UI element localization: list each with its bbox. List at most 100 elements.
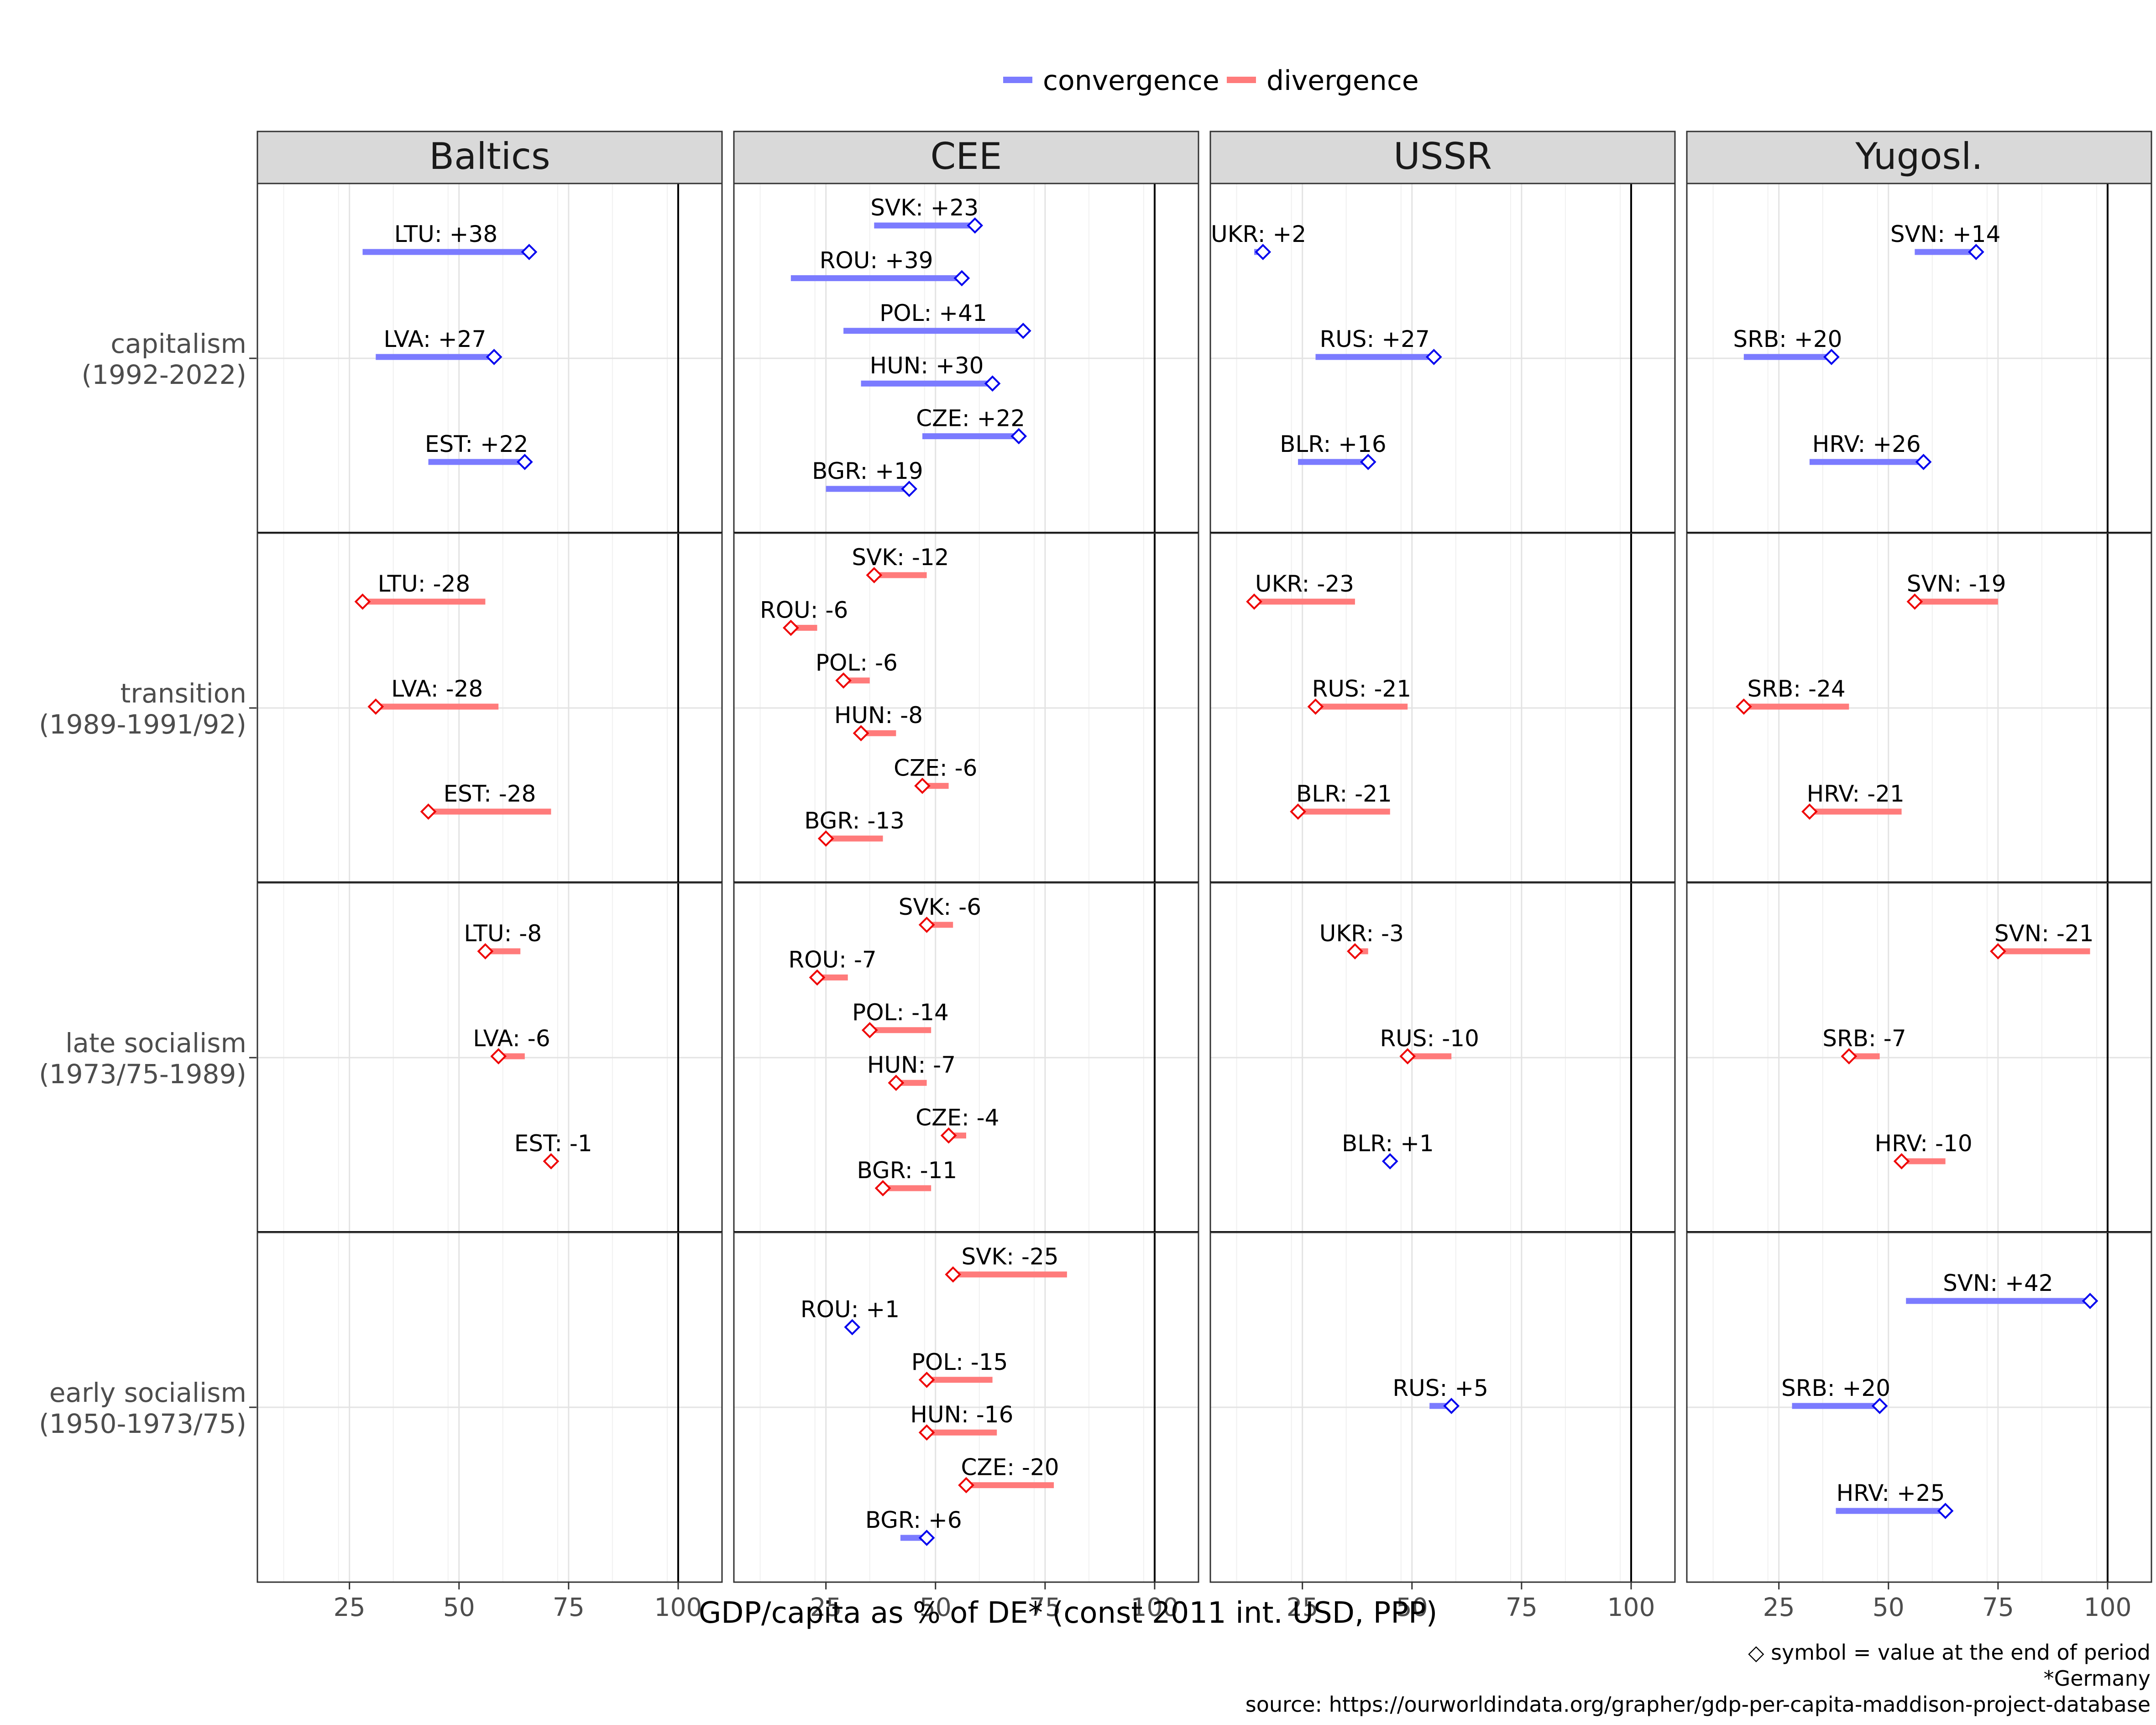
label-SVN: SVN: -21 bbox=[1994, 920, 2094, 947]
label-ROU: ROU: -7 bbox=[788, 946, 876, 973]
end-marker-LTU bbox=[477, 943, 494, 959]
x-tick-label: 50 bbox=[1873, 1593, 1905, 1622]
end-marker-LVA bbox=[490, 1048, 507, 1064]
label-SVN: SVN: -19 bbox=[1907, 571, 2006, 597]
label-RUS: RUS: +5 bbox=[1392, 1375, 1488, 1401]
end-marker-RUS bbox=[1425, 349, 1442, 365]
panel-border bbox=[733, 1232, 1199, 1583]
label-BGR: BGR: +6 bbox=[865, 1507, 962, 1533]
label-UKR: UKR: -3 bbox=[1319, 920, 1404, 947]
end-marker-LTU bbox=[354, 593, 371, 610]
label-POL: POL: -6 bbox=[816, 650, 898, 676]
x-tick-label: 50 bbox=[1396, 1593, 1428, 1622]
panel-early-CEE bbox=[733, 1232, 1199, 1583]
end-marker-SVK bbox=[945, 1266, 962, 1283]
facet-strip bbox=[1686, 131, 2152, 184]
x-tick-label: 100 bbox=[1607, 1593, 1655, 1622]
end-marker-HUN bbox=[984, 375, 1001, 392]
label-SVN: SVN: +14 bbox=[1890, 221, 2001, 247]
end-marker-ROU bbox=[809, 969, 826, 986]
panel-capitalism-USSR bbox=[1209, 183, 1676, 535]
x-tick-label: 75 bbox=[553, 1593, 585, 1622]
end-marker-EST bbox=[517, 454, 533, 470]
label-CZE: CZE: -20 bbox=[961, 1454, 1059, 1481]
row-label-capitalism-period: (1992-2022) bbox=[82, 359, 246, 390]
end-marker-UKR bbox=[1347, 943, 1363, 959]
end-marker-SRB bbox=[1841, 1048, 1858, 1064]
series-late-Baltics: LTU: -8 LVA: -6 EST: -1 bbox=[464, 920, 592, 1169]
x-tick-label: 100 bbox=[2083, 1593, 2131, 1622]
x-tick-label: 25 bbox=[810, 1593, 842, 1622]
label-LVA: LVA: -6 bbox=[473, 1025, 550, 1052]
end-marker-RUS bbox=[1443, 1398, 1460, 1414]
end-marker-SRB bbox=[1736, 698, 1752, 715]
label-LTU: LTU: -8 bbox=[464, 920, 542, 947]
legend: convergence divergence bbox=[1003, 65, 1419, 97]
row-label-late: late socialism bbox=[65, 1028, 246, 1059]
facet-strip-label: CEE bbox=[931, 135, 1002, 178]
end-marker-HRV bbox=[1937, 1503, 1954, 1519]
label-RUS: RUS: +27 bbox=[1319, 326, 1429, 352]
label-HUN: HUN: -16 bbox=[910, 1401, 1013, 1428]
label-ROU: ROU: -6 bbox=[760, 597, 848, 623]
label-BLR: BLR: +16 bbox=[1280, 431, 1387, 457]
end-marker-BGR bbox=[817, 830, 834, 847]
end-marker-POL bbox=[918, 1371, 935, 1388]
label-RUS: RUS: -21 bbox=[1312, 676, 1411, 702]
end-marker-SVN bbox=[1968, 244, 1984, 260]
series-early-USSR: RUS: +5 bbox=[1392, 1375, 1488, 1414]
x-tick-label: 25 bbox=[1287, 1593, 1319, 1622]
legend-label-convergence: convergence bbox=[1043, 65, 1219, 97]
caption-symbol-note: ◇ symbol = value at the end of period bbox=[1748, 1640, 2151, 1665]
series-transition-USSR: UKR: -23 RUS: -21 BLR: -21 bbox=[1246, 571, 1411, 820]
panel-late-Baltics bbox=[256, 882, 723, 1234]
end-marker-UKR bbox=[1255, 244, 1272, 260]
series-early-Yugosl.: SVN: +42 SRB: +20 HRV: +25 bbox=[1781, 1270, 2098, 1519]
end-marker-SRB bbox=[1871, 1398, 1888, 1414]
label-LTU: LTU: -28 bbox=[378, 571, 471, 597]
captions: ◇ symbol = value at the end of period *G… bbox=[1245, 1640, 2151, 1717]
end-marker-BGR bbox=[874, 1180, 891, 1196]
x-tick-label: 75 bbox=[1029, 1593, 1061, 1622]
x-axis-title: GDP/capita as % of DE* (const 2011 int. … bbox=[699, 1596, 1438, 1630]
facet-strip-label: Yugosl. bbox=[1855, 135, 1983, 178]
end-marker-SVN bbox=[1990, 943, 2006, 959]
end-marker-ROU bbox=[844, 1319, 861, 1336]
panel-border bbox=[256, 1232, 723, 1583]
label-CZE: CZE: -4 bbox=[916, 1105, 999, 1131]
facet-strip-label: Baltics bbox=[429, 135, 550, 178]
label-SVK: SVK: -6 bbox=[899, 894, 981, 920]
end-marker-POL bbox=[1015, 322, 1031, 339]
end-marker-BLR bbox=[1290, 803, 1306, 820]
label-SVN: SVN: +42 bbox=[1943, 1270, 2053, 1296]
x-tick-label: 25 bbox=[334, 1593, 366, 1622]
x-tick-label: 100 bbox=[654, 1593, 702, 1622]
label-POL: POL: +41 bbox=[879, 300, 987, 326]
label-BGR: BGR: +19 bbox=[812, 458, 923, 484]
x-axis-ticks: 25 50 75 100 25 50 75 100 25 50 75 100 25 50 75 100 bbox=[334, 1582, 2131, 1622]
caption-germany-note: *Germany bbox=[2044, 1666, 2151, 1691]
series-late-CEE: SVK: -6 ROU: -7 POL: -14 HUN: -7 CZE: -4 BGR:… bbox=[788, 894, 999, 1196]
end-marker-BGR bbox=[918, 1530, 935, 1546]
end-marker-RUS bbox=[1399, 1048, 1416, 1064]
label-HUN: HUN: +30 bbox=[870, 352, 984, 379]
facet-strips: Baltics CEE USSR Yugosl. bbox=[256, 131, 2152, 184]
series-late-Yugosl.: SVN: -21 SRB: -7 HRV: -10 bbox=[1822, 920, 2094, 1169]
label-BGR: BGR: -13 bbox=[804, 807, 905, 834]
series-capitalism-CEE: SVK: +23 ROU: +39 POL: +41 HUN: +30 CZE: +22… bbox=[790, 194, 1031, 497]
label-UKR: UKR: -23 bbox=[1255, 571, 1354, 597]
panel-capitalism-CEE bbox=[733, 183, 1199, 535]
end-marker-BGR bbox=[901, 481, 917, 497]
label-EST: EST: -1 bbox=[514, 1130, 592, 1157]
panel-border bbox=[1686, 1232, 2152, 1583]
end-marker-SVN bbox=[1906, 593, 1923, 610]
x-tick-label: 50 bbox=[920, 1593, 952, 1622]
label-HRV: HRV: -10 bbox=[1875, 1130, 1973, 1157]
end-marker-HRV bbox=[1801, 803, 1818, 820]
row-labels: capitalism(1992-2022) transition(1989-199… bbox=[39, 328, 256, 1439]
end-marker-BLR bbox=[1382, 1153, 1398, 1169]
label-HRV: HRV: +25 bbox=[1837, 1480, 1945, 1506]
end-marker-SRB bbox=[1823, 349, 1840, 365]
label-SVK: SVK: -12 bbox=[852, 544, 949, 571]
label-SRB: SRB: +20 bbox=[1781, 1375, 1890, 1401]
